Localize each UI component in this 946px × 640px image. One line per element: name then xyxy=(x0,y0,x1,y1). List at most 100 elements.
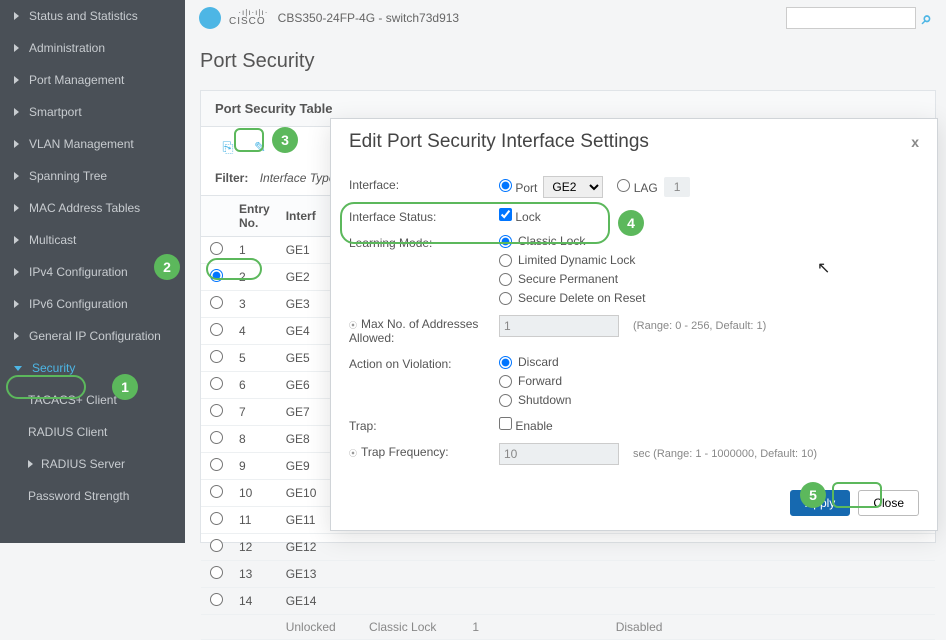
row-radio[interactable] xyxy=(210,431,223,444)
row-entry: 2 xyxy=(231,264,278,291)
port-select[interactable]: GE2 xyxy=(543,176,603,198)
cursor-icon: ↖ xyxy=(817,258,830,278)
row-interface: GE13 xyxy=(278,561,935,588)
caret-icon xyxy=(14,140,19,148)
table-row[interactable]: 13GE13 xyxy=(201,561,935,588)
row-entry: 9 xyxy=(231,453,278,480)
row-radio[interactable] xyxy=(210,323,223,336)
copy-button[interactable]: ⎘ xyxy=(215,135,241,159)
sidebar-item-general-ip[interactable]: General IP Configuration xyxy=(0,320,185,352)
row-radio[interactable] xyxy=(210,296,223,309)
sidebar-subitem-radius-server[interactable]: RADIUS Server xyxy=(0,448,185,480)
learning-permanent-radio[interactable]: Secure Permanent xyxy=(499,272,645,286)
sidebar-subitem-tacacs[interactable]: TACACS+ Client xyxy=(0,384,185,416)
sidebar-item-label: General IP Configuration xyxy=(29,329,161,343)
sidebar-subitem-radius-client[interactable]: RADIUS Client xyxy=(0,416,185,448)
learning-delete-radio[interactable]: Secure Delete on Reset xyxy=(499,291,645,305)
row-entry: 14 xyxy=(231,588,278,615)
sidebar-item-stp[interactable]: Spanning Tree xyxy=(0,160,185,192)
search-box: ⌕ xyxy=(786,7,932,29)
sidebar-item-smartport[interactable]: Smartport xyxy=(0,96,185,128)
sidebar-item-label: Spanning Tree xyxy=(29,169,107,183)
caret-icon xyxy=(28,460,33,468)
summary-row: Unlocked Classic Lock 1 Disabled xyxy=(201,615,935,640)
sidebar-item-status[interactable]: Status and Statistics xyxy=(0,0,185,32)
learning-limited-radio[interactable]: Limited Dynamic Lock xyxy=(499,253,645,267)
row-entry: 6 xyxy=(231,372,278,399)
filter-field: Interface Type xyxy=(260,171,336,185)
interface-port-radio[interactable]: Port xyxy=(499,179,537,195)
caret-icon xyxy=(14,44,19,52)
row-radio[interactable] xyxy=(210,512,223,525)
action-violation-label: Action on Violation: xyxy=(349,355,499,371)
row-entry: 3 xyxy=(231,291,278,318)
row-radio[interactable] xyxy=(210,485,223,498)
learning-mode-label: Learning Mode: xyxy=(349,234,499,250)
row-radio[interactable] xyxy=(210,404,223,417)
table-row[interactable]: 14GE14 xyxy=(201,588,935,615)
col-select xyxy=(201,196,231,237)
sidebar-item-ipv6[interactable]: IPv6 Configuration xyxy=(0,288,185,320)
close-button[interactable]: Close xyxy=(858,490,919,516)
sidebar-item-multicast[interactable]: Multicast xyxy=(0,224,185,256)
row-radio[interactable] xyxy=(210,269,223,282)
row-entry: 8 xyxy=(231,426,278,453)
step3-badge: 3 xyxy=(272,127,298,153)
caret-icon xyxy=(14,172,19,180)
sidebar-item-label: Smartport xyxy=(29,105,82,119)
row-interface: GE12 xyxy=(278,534,935,561)
row-radio[interactable] xyxy=(210,458,223,471)
table-row[interactable]: 12GE12 xyxy=(201,534,935,561)
interface-lag-radio[interactable]: LAG xyxy=(617,179,657,195)
lock-checkbox[interactable]: Lock xyxy=(499,208,541,224)
filter-label: Filter: xyxy=(215,171,248,185)
row-entry: 1 xyxy=(231,237,278,264)
col-entry: Entry No. xyxy=(231,196,278,237)
step2-badge: 2 xyxy=(154,254,180,280)
sidebar-item-admin[interactable]: Administration xyxy=(0,32,185,64)
sidebar-item-mac[interactable]: MAC Address Tables xyxy=(0,192,185,224)
step1-badge: 1 xyxy=(112,374,138,400)
caret-icon xyxy=(14,268,19,276)
trap-freq-input xyxy=(499,443,619,465)
trap-freq-help: sec (Range: 1 - 1000000, Default: 10) xyxy=(633,448,817,460)
edit-button[interactable]: ✎ xyxy=(247,135,273,159)
brand-logo-icon xyxy=(199,7,221,29)
modal-close-button[interactable]: x xyxy=(911,134,919,150)
interface-label: Interface: xyxy=(349,176,499,192)
modal-title: Edit Port Security Interface Settings xyxy=(349,131,911,153)
sidebar-item-label: Multicast xyxy=(29,233,76,247)
row-radio[interactable] xyxy=(210,593,223,606)
trap-enable-checkbox[interactable]: Enable xyxy=(499,417,553,433)
row-radio[interactable] xyxy=(210,242,223,255)
max-addr-label: ⦿Max No. of Addresses Allowed: xyxy=(349,315,499,345)
row-radio[interactable] xyxy=(210,377,223,390)
action-shutdown-radio[interactable]: Shutdown xyxy=(499,393,571,407)
action-discard-radio[interactable]: Discard xyxy=(499,355,571,369)
search-input[interactable] xyxy=(786,7,916,29)
sidebar-item-label: VLAN Management xyxy=(29,137,134,151)
sidebar-subitem-password-strength[interactable]: Password Strength xyxy=(0,480,185,512)
device-name: CBS350-24FP-4G - switch73d913 xyxy=(278,11,459,25)
learning-classic-radio[interactable]: Classic Lock xyxy=(499,234,645,248)
row-radio[interactable] xyxy=(210,350,223,363)
sidebar-item-label: IPv6 Configuration xyxy=(29,297,128,311)
step4-badge: 4 xyxy=(618,210,644,236)
sidebar-item-label: Administration xyxy=(29,41,105,55)
row-entry: 12 xyxy=(231,534,278,561)
brand-mark: ·ı|ı·ı|ı· CISCO xyxy=(229,9,278,27)
row-entry: 11 xyxy=(231,507,278,534)
row-radio[interactable] xyxy=(210,539,223,552)
caret-icon xyxy=(14,332,19,340)
action-forward-radio[interactable]: Forward xyxy=(499,374,571,388)
sidebar-item-vlan[interactable]: VLAN Management xyxy=(0,128,185,160)
caret-icon xyxy=(14,204,19,212)
sidebar-item-security[interactable]: Security xyxy=(0,352,185,384)
caret-icon xyxy=(14,108,19,116)
page-title: Port Security xyxy=(200,50,314,73)
sidebar-item-port-mgmt[interactable]: Port Management xyxy=(0,64,185,96)
search-icon[interactable]: ⌕ xyxy=(922,8,932,29)
row-entry: 7 xyxy=(231,399,278,426)
row-radio[interactable] xyxy=(210,566,223,579)
sidebar-item-label: MAC Address Tables xyxy=(29,201,140,215)
